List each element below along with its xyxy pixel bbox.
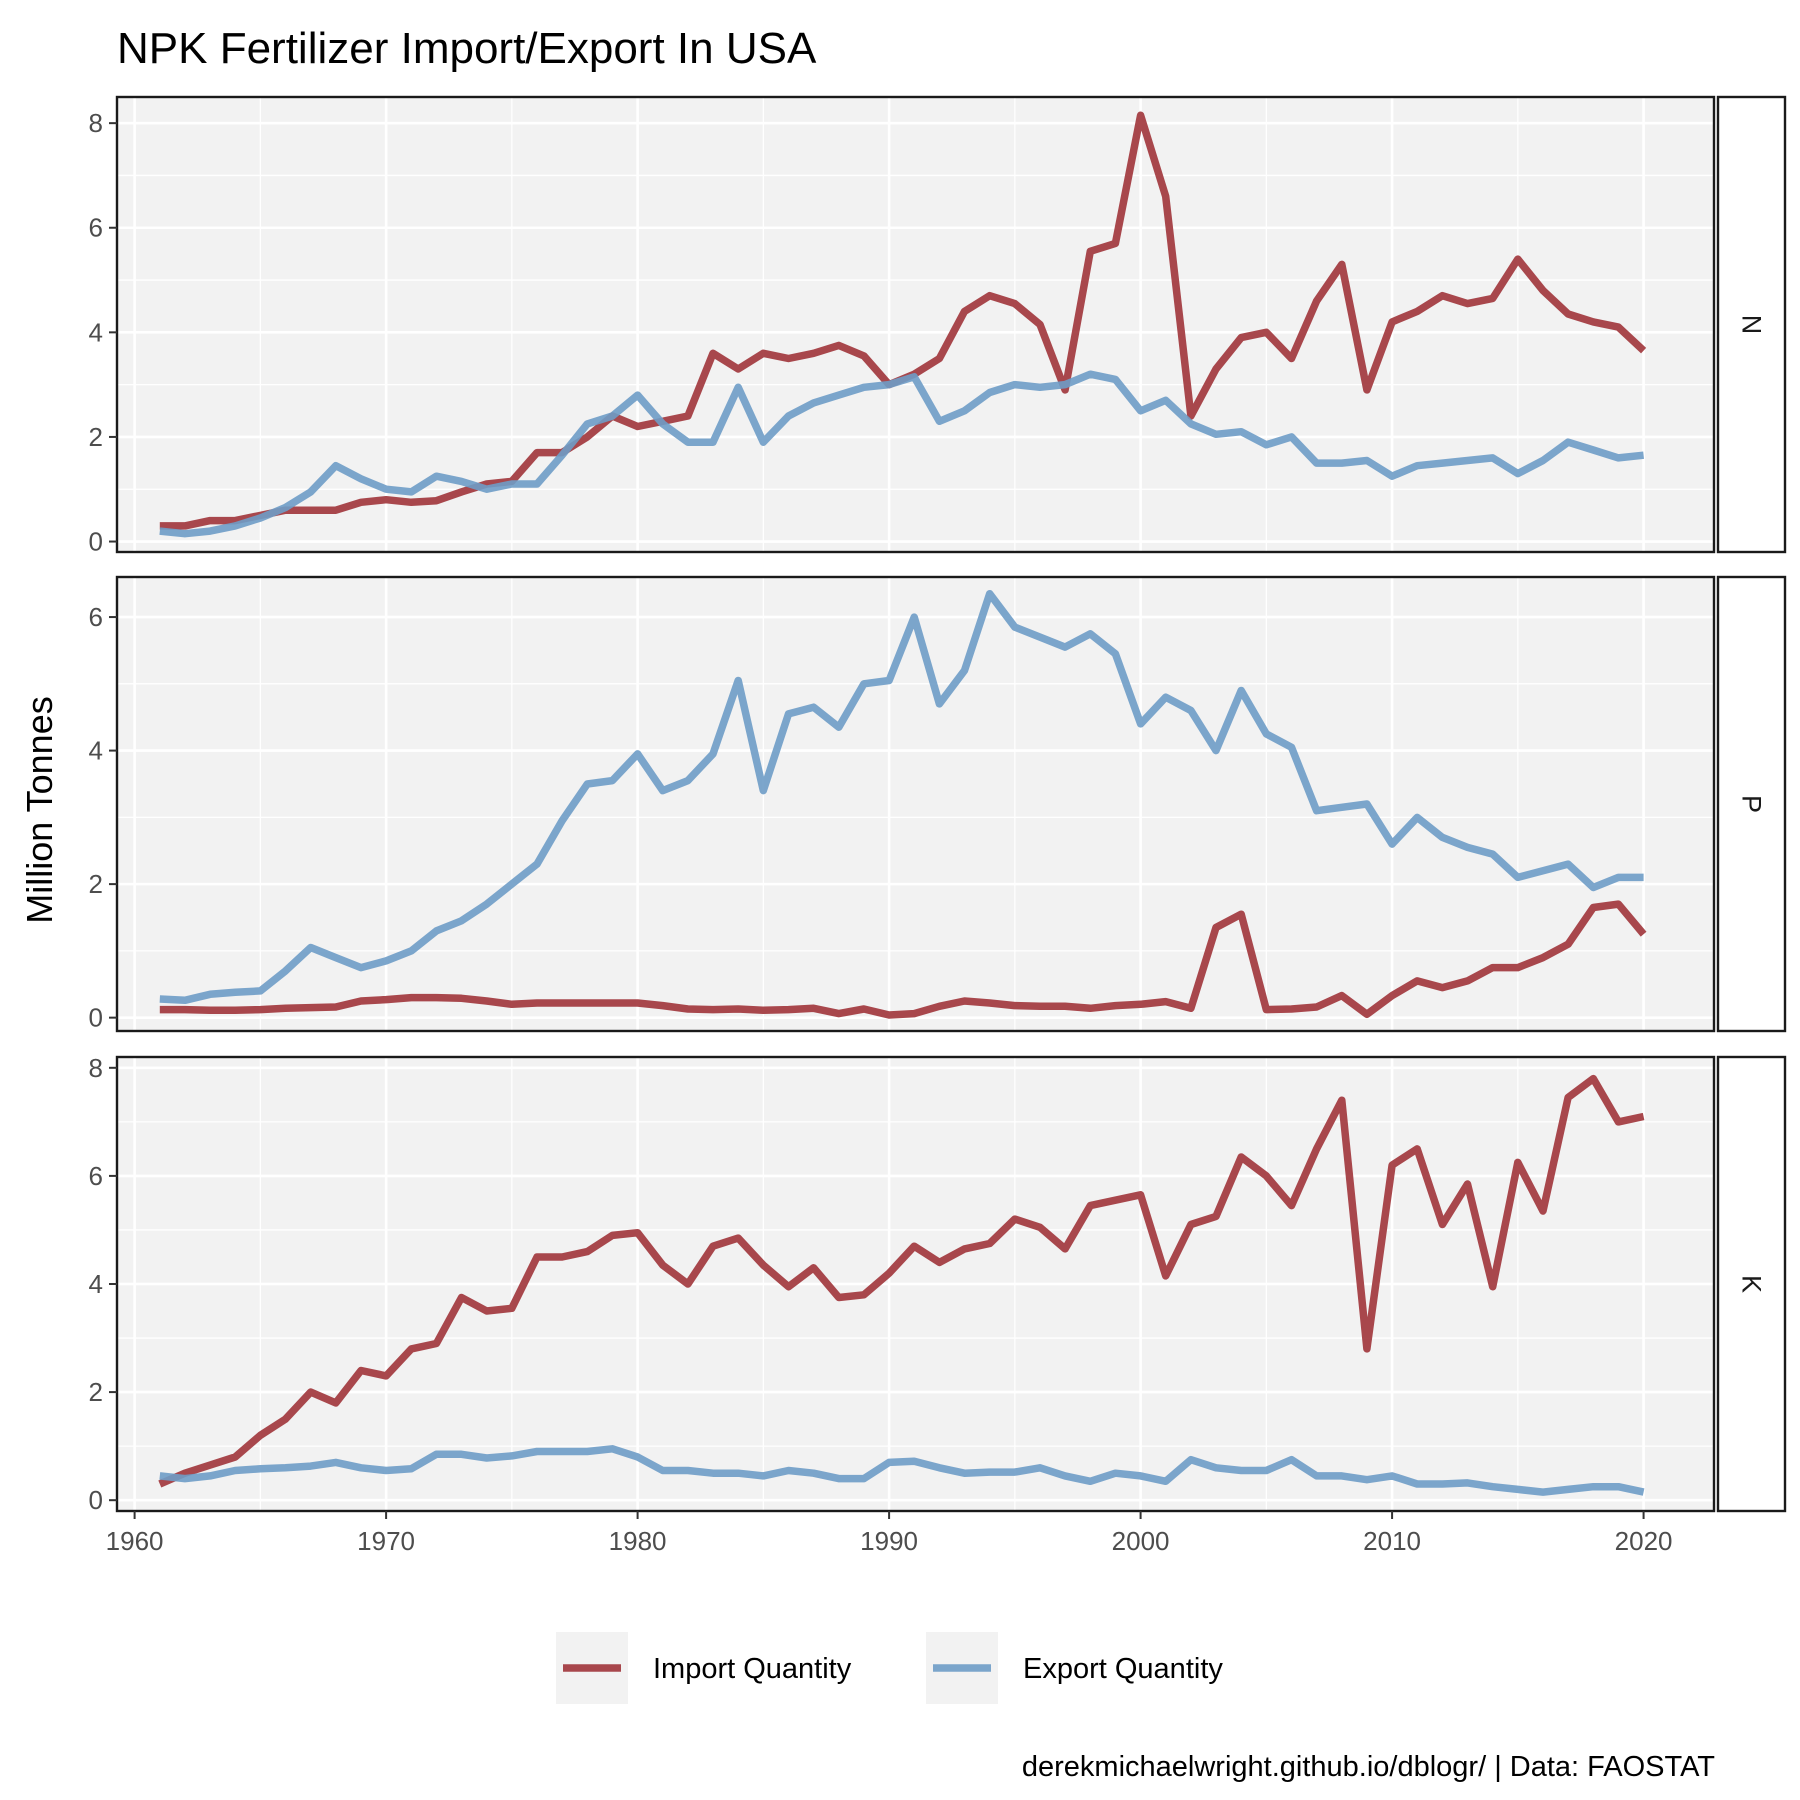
y-tick-label: 2 (89, 422, 103, 452)
facet-strip-label: P (1737, 795, 1767, 813)
legend-item-export: Export Quantity (926, 1632, 1223, 1704)
y-tick-label: 4 (89, 736, 103, 766)
series-line-export-P (159, 589, 1644, 1005)
series-line-export-N (159, 370, 1644, 538)
y-tick-label: 0 (89, 1485, 103, 1515)
x-tick-label: 1960 (106, 1526, 164, 1556)
facet-strip-label: N (1737, 315, 1767, 335)
y-axis-label: Million Tonnes (19, 696, 60, 923)
chart-caption: derekmichaelwright.github.io/dblogr/ | D… (1022, 1751, 1715, 1783)
legend: Import Quantity Export Quantity (556, 1632, 1223, 1704)
panel-P: 0 2 4 6 P (89, 575, 1787, 1033)
x-tick-label: 1970 (357, 1526, 415, 1556)
series-line-import-P (159, 900, 1647, 1019)
x-tick-label: 2020 (1615, 1526, 1673, 1556)
x-tick-label: 1980 (609, 1526, 667, 1556)
y-tick-label: 2 (89, 1377, 103, 1407)
x-tick-label: 2010 (1363, 1526, 1421, 1556)
x-tick-label: 1990 (860, 1526, 918, 1556)
panel-background (117, 577, 1714, 1031)
y-tick-label: 4 (89, 317, 103, 347)
panel-border (115, 575, 1716, 1033)
y-tick-label: 4 (89, 1269, 103, 1299)
facet-strip (1716, 95, 1787, 554)
facet-strip-label: K (1737, 1275, 1767, 1293)
legend-item-import: Import Quantity (556, 1632, 852, 1704)
y-tick-label: 6 (89, 1161, 103, 1191)
y-tick-label: 8 (89, 108, 103, 138)
y-tick-label: 0 (89, 1003, 103, 1033)
panel-N: 0 2 4 6 8 N (89, 95, 1787, 557)
y-tick-label: 6 (89, 213, 103, 243)
facet-strip (1716, 575, 1787, 1033)
series-line-import-K (158, 1074, 1645, 1488)
legend-label: Export Quantity (1023, 1653, 1223, 1685)
panels: 0 2 4 6 8 N 0 2 4 6 P 0 2 4 6 8 K (89, 95, 1787, 1515)
y-tick-label: 2 (89, 869, 103, 899)
panel-border (115, 95, 1716, 554)
legend-label: Import Quantity (653, 1653, 852, 1685)
chart-title: NPK Fertilizer Import/Export In USA (117, 24, 817, 73)
panel-background (117, 97, 1714, 552)
y-tick-label: 8 (89, 1053, 103, 1083)
facet-strip (1716, 1055, 1787, 1513)
x-tick-label: 2000 (1112, 1526, 1170, 1556)
x-axis: 1960 1970 1980 1990 2000 2010 2020 (106, 1511, 1673, 1556)
panel-K: 0 2 4 6 8 K (89, 1053, 1787, 1515)
y-tick-label: 6 (89, 602, 103, 632)
y-tick-label: 0 (89, 527, 103, 557)
series-line-export-K (159, 1445, 1645, 1496)
